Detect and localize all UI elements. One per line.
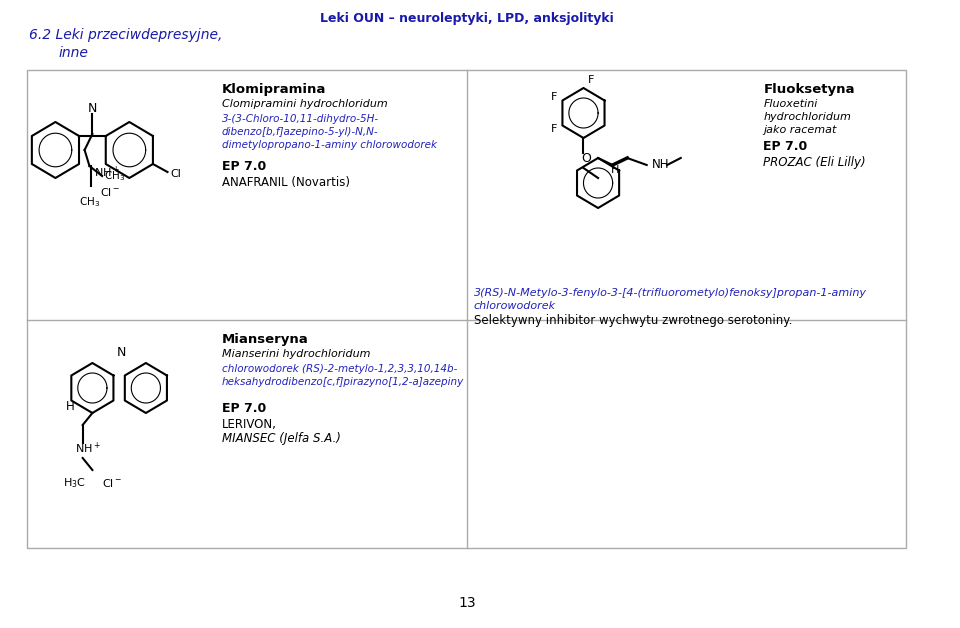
Text: 3(RS)-N-Metylo-3-fenylo-3-[4-(trifluorometylo)fenoksy]propan-1-aminy
chlorowodor: 3(RS)-N-Metylo-3-fenylo-3-[4-(trifluorom… <box>473 288 867 311</box>
Text: Klomipramina: Klomipramina <box>222 83 326 96</box>
Text: O: O <box>582 151 591 165</box>
Text: LERIVON,: LERIVON, <box>222 418 276 431</box>
Text: $\mathregular{CH_3}$: $\mathregular{CH_3}$ <box>79 195 100 209</box>
Text: $\mathregular{NH^+}$: $\mathregular{NH^+}$ <box>75 440 101 456</box>
Text: F: F <box>588 75 595 85</box>
Text: inne: inne <box>59 46 88 60</box>
Text: EP 7.0: EP 7.0 <box>763 140 807 153</box>
Text: $\mathregular{H_3C}$: $\mathregular{H_3C}$ <box>63 476 86 490</box>
Text: PROZAC (Eli Lilly): PROZAC (Eli Lilly) <box>763 156 866 169</box>
Text: 13: 13 <box>458 596 475 610</box>
Text: Mianserini hydrochloridum: Mianserini hydrochloridum <box>222 349 371 359</box>
Text: chlorowodorek (RS)-2-metylo-1,2,3,3,10,14b-
heksahydrodibenzo[c,f]pirazyno[1,2-a: chlorowodorek (RS)-2-metylo-1,2,3,3,10,1… <box>222 364 464 387</box>
Text: Cl: Cl <box>171 169 181 179</box>
Text: EP 7.0: EP 7.0 <box>222 160 266 173</box>
Text: 6.2 Leki przeciwdepresyjne,: 6.2 Leki przeciwdepresyjne, <box>29 28 223 42</box>
Text: Fluoksetyna: Fluoksetyna <box>763 83 855 96</box>
Text: Fluoxetini
hydrochloridum: Fluoxetini hydrochloridum <box>763 99 852 122</box>
Text: N: N <box>87 102 97 114</box>
Text: Leki OUN – neuroleptyki, LPD, anksjolityki: Leki OUN – neuroleptyki, LPD, anksjolity… <box>320 12 613 25</box>
Text: F: F <box>551 124 558 134</box>
Text: H: H <box>611 165 619 175</box>
Text: jako racemat: jako racemat <box>763 125 837 135</box>
Text: $\mathregular{CH_3}$: $\mathregular{CH_3}$ <box>104 169 125 183</box>
Text: H: H <box>65 399 74 413</box>
Text: $\mathregular{Cl^-}$: $\mathregular{Cl^-}$ <box>102 477 122 489</box>
Text: $\mathregular{Cl^-}$: $\mathregular{Cl^-}$ <box>100 186 120 198</box>
Text: Clomipramini hydrochloridum: Clomipramini hydrochloridum <box>222 99 388 109</box>
Text: NH: NH <box>652 158 669 171</box>
Text: $\mathregular{NH^+}$: $\mathregular{NH^+}$ <box>94 165 120 180</box>
Text: ANAFRANIL (Novartis): ANAFRANIL (Novartis) <box>222 176 349 189</box>
Text: EP 7.0: EP 7.0 <box>222 402 266 415</box>
Text: Mianseryna: Mianseryna <box>222 333 308 346</box>
Text: N: N <box>117 347 127 359</box>
Bar <box>27 70 906 548</box>
Text: MIANSEC (Jelfa S.A.): MIANSEC (Jelfa S.A.) <box>222 432 341 445</box>
Text: F: F <box>551 92 558 102</box>
Text: Selektywny inhibitor wychwytu zwrotnego serotoniny.: Selektywny inhibitor wychwytu zwrotnego … <box>473 314 792 327</box>
Text: 3-(3-Chloro-10,11-dihydro-5H-
dibenzo[b,f]azepino-5-yl)-N,N-
dimetylopropano-1-a: 3-(3-Chloro-10,11-dihydro-5H- dibenzo[b,… <box>222 114 437 150</box>
